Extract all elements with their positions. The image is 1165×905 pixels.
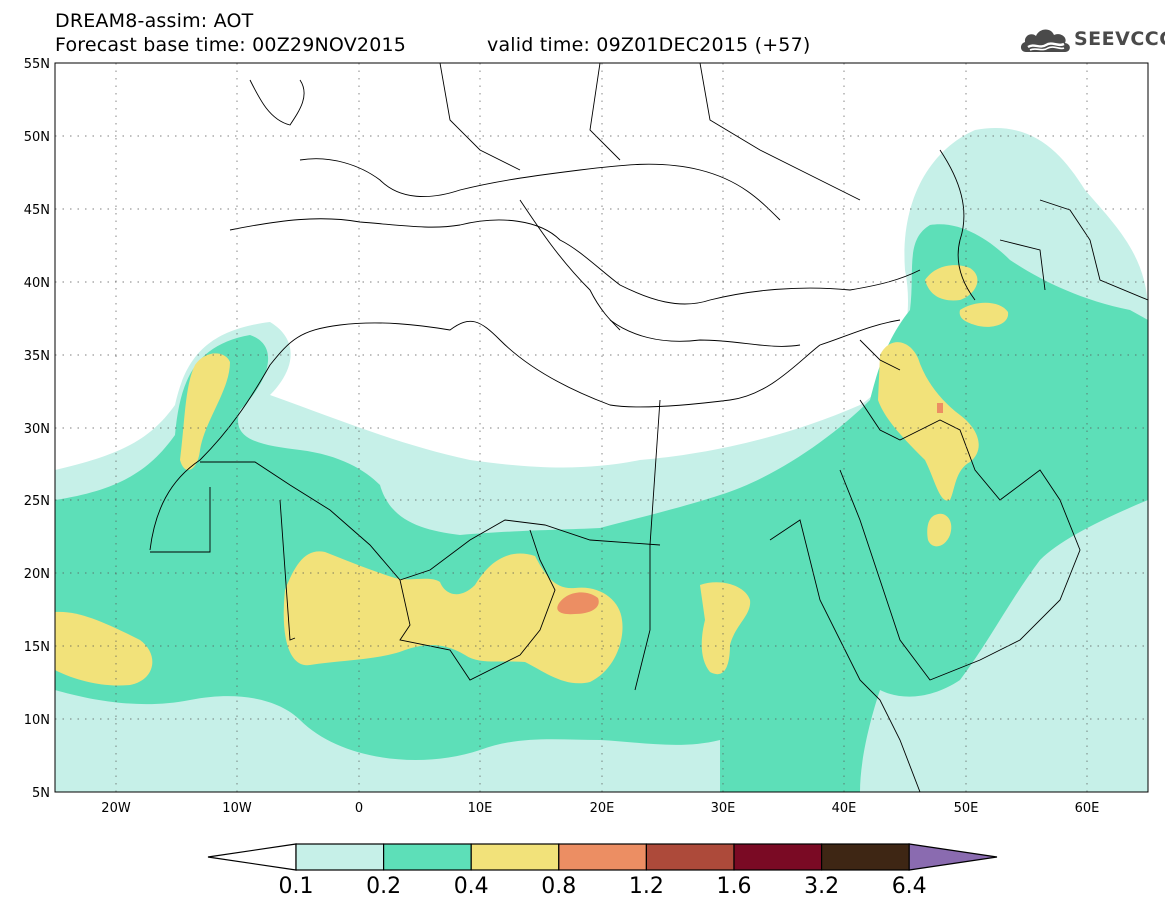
colorbar-label: 1.2: [629, 874, 664, 899]
map-title: DREAM8-assim: AOT: [55, 10, 254, 32]
colorbar-segment: [820, 843, 910, 871]
lon-label: 20E: [590, 801, 615, 816]
lat-label: 50N: [24, 130, 50, 145]
colorbar-label: 1.6: [717, 874, 752, 899]
seevccc-logo: SEEVCCC: [1018, 22, 1165, 58]
lon-label: 20W: [101, 801, 131, 816]
lat-label: 5N: [32, 786, 50, 801]
lat-label: 15N: [24, 640, 50, 655]
base-time: Forecast base time: 00Z29NOV2015: [55, 34, 407, 56]
colorbar-below-arrow: [207, 843, 297, 871]
lat-label: 35N: [24, 349, 50, 364]
graticule: [55, 63, 1148, 792]
colorbar-segment: [295, 843, 385, 871]
colorbar-label: 0.4: [454, 874, 489, 899]
longitude-labels: 20W 10W 0 10E 20E 30E 40E 50E 60E: [101, 801, 1099, 816]
colorbar-label: 3.2: [804, 874, 839, 899]
map-boundaries: [55, 63, 1148, 792]
forecast-times: Forecast base time: 00Z29NOV2015 valid ti…: [55, 34, 810, 56]
aot-level-0.4: [55, 265, 1009, 686]
aot-field: [55, 63, 1148, 792]
lon-label: 40E: [832, 801, 857, 816]
colorbar-label: 0.1: [279, 874, 314, 899]
colorbar-segment: [558, 843, 647, 871]
colorbar-label: 0.8: [541, 874, 576, 899]
lon-label: 30E: [711, 801, 736, 816]
lat-label: 45N: [24, 203, 50, 218]
lon-label: 50E: [954, 801, 979, 816]
colorbar-labels: 0.1 0.2 0.4 0.8 1.2 1.6 3.2 6.4: [279, 874, 927, 899]
latitude-labels: 55N 50N 45N 40N 35N 30N 25N 20N 15N 10N …: [24, 57, 50, 801]
colorbar-segment: [645, 843, 735, 871]
lat-label: 25N: [24, 494, 50, 509]
colorbar-label: 6.4: [892, 874, 927, 899]
lon-label: 60E: [1075, 801, 1100, 816]
lat-label: 30N: [24, 422, 50, 437]
logo-text: SEEVCCC: [1074, 28, 1165, 50]
map-frame: [54, 62, 1149, 793]
colorbar-label: 0.2: [366, 874, 401, 899]
lon-label: 0: [355, 801, 363, 816]
colorbar-segment: [733, 843, 823, 871]
aot-level-0.8: [557, 403, 943, 615]
valid-time: valid time: 09Z01DEC2015 (+57): [487, 34, 811, 56]
colorbar: [207, 843, 998, 871]
lat-label: 40N: [24, 276, 50, 291]
colorbar-above-arrow: [908, 843, 998, 871]
lon-label: 10E: [468, 801, 493, 816]
cloud-logo-icon: [1020, 29, 1070, 52]
lat-label: 10N: [24, 713, 50, 728]
lon-label: 10W: [222, 801, 252, 816]
lat-label: 55N: [24, 57, 50, 72]
colorbar-segment: [383, 843, 472, 871]
colorbar-segment: [470, 843, 560, 871]
lat-label: 20N: [24, 567, 50, 582]
